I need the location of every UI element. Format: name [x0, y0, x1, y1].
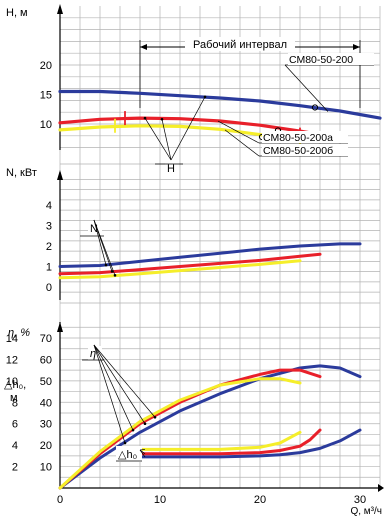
n-tick-label: 4: [46, 200, 52, 212]
n-axis-title: N, кВт: [6, 167, 37, 179]
n-marker-leader: [93, 219, 116, 276]
h-tick-label: 20: [40, 60, 52, 72]
head-curve-0: [58, 89, 382, 120]
eta-marker: η: [90, 348, 96, 360]
h-marker-leader: [144, 117, 172, 161]
n-tick-label: 3: [46, 221, 52, 233]
series-name-label-2: СМ80-50-200б: [263, 145, 333, 157]
h-tick-label: 15: [40, 90, 52, 102]
eta-tick-label: 70: [40, 333, 52, 345]
n-tick-label: 2: [46, 241, 52, 253]
series-leader-2: [224, 129, 260, 157]
h-marker-leader: [161, 119, 172, 161]
npsh-marker-leader: [139, 449, 146, 458]
eta-axis-title: η, %: [8, 327, 30, 339]
eta-marker-bg: [88, 346, 102, 360]
npsh-marker-bg: [116, 446, 142, 462]
eta-axis-arrow: [57, 322, 63, 332]
npsh-curve-2: [138, 430, 302, 451]
npsh-marker-leader: [139, 449, 146, 451]
eta-marker-leader-tip: [153, 415, 157, 419]
eta-tick-label: 50: [40, 376, 52, 388]
h-axis-arrow: [57, 4, 63, 14]
series-name-label-0: СМ80-50-200: [289, 54, 353, 66]
x-tick-label: 0: [57, 494, 63, 506]
npsh-curve-1: [138, 428, 322, 456]
eta-tick-label: 60: [40, 354, 52, 366]
h-axis-title: H, м: [6, 7, 28, 19]
series-label-bg-1: [262, 131, 348, 143]
npsh-marker: △h₀: [118, 449, 137, 461]
eta-marker-leader: [93, 344, 126, 444]
h-marker-leader-tip: [143, 116, 147, 120]
series-leader-1: [217, 120, 260, 144]
series-label-bg-2: [262, 144, 348, 156]
n-tick-label: 0: [46, 282, 52, 294]
power-curve-2: [58, 259, 302, 280]
eta-marker-leader: [93, 344, 156, 418]
npsh-tick-label: 8: [12, 397, 18, 409]
x-axis-arrow: [378, 484, 384, 492]
eta-marker-leader: [93, 344, 134, 431]
x-tick-label: 10: [154, 494, 166, 506]
npsh-tick-label: 14: [6, 333, 18, 345]
npsh-axis-title-line1: △h₀,: [4, 379, 26, 391]
h-marker-bg: [165, 161, 179, 175]
head-curve-2: [58, 124, 302, 144]
npsh-axis-title: △h₀, м: [4, 379, 26, 404]
n-axis-arrow: [57, 170, 63, 180]
chart-marks: [58, 37, 382, 490]
eta-tick-label: 30: [40, 419, 52, 431]
eta-marker-leader-tip: [123, 441, 127, 445]
h-marker-leader-tip: [203, 95, 207, 99]
npsh-tick-label: 4: [12, 440, 18, 452]
working-interval-arrow-right: [353, 44, 360, 50]
eta-marker-leader-tip: [131, 428, 135, 432]
working-interval-arrow-left: [140, 44, 147, 50]
npsh-curve-0: [138, 428, 362, 459]
n-marker-leader-tip: [110, 270, 114, 273]
h-tick-label: 10: [40, 119, 52, 131]
working-interval-label-bg: [185, 37, 295, 51]
n-tick-label: 1: [46, 262, 52, 274]
eta-tick-label: 10: [40, 462, 52, 474]
series-label-bg-0: [288, 53, 374, 65]
x-tick-label: 30: [354, 494, 366, 506]
power-curve-0: [58, 242, 362, 268]
npsh-tick-label: 2: [12, 462, 18, 474]
efficiency-curve-1: [58, 368, 322, 490]
grid: [59, 6, 381, 488]
eta-tick-label: 20: [40, 440, 52, 452]
h-marker-leader: [170, 96, 206, 161]
eta-tick-label: 40: [40, 397, 52, 409]
power-curve-1: [58, 252, 322, 276]
duty-point-marker: [311, 104, 319, 111]
eta-marker-leader-tip: [143, 422, 147, 426]
npsh-tick-label: 6: [12, 419, 18, 431]
efficiency-curve-2: [58, 377, 302, 490]
npsh-tick-label: 10: [6, 376, 18, 388]
eta-marker-leader: [93, 344, 146, 424]
npsh-axis-title-line2: м: [10, 392, 18, 404]
head-curve-1: [58, 116, 322, 137]
npsh-marker-leader: [139, 449, 146, 454]
x-axis-title: Q, м³/ч: [350, 506, 382, 516]
efficiency-curve-0: [58, 364, 362, 490]
h-marker: H: [167, 163, 175, 175]
axes: [57, 4, 384, 492]
n-marker-leader-tip: [104, 263, 108, 267]
npsh-tick-label: 12: [6, 354, 18, 366]
h-marker-leader-tip: [160, 117, 164, 121]
series-name-label-1: СМ80-50-200а: [263, 132, 333, 144]
n-marker: N: [90, 223, 98, 235]
x-tick-label: 20: [254, 494, 266, 506]
n-marker-leader: [93, 219, 107, 266]
n-marker-leader-tip: [113, 274, 117, 277]
working-interval-label: Рабочий интервал: [193, 39, 287, 51]
series-leader-0: [284, 64, 329, 112]
